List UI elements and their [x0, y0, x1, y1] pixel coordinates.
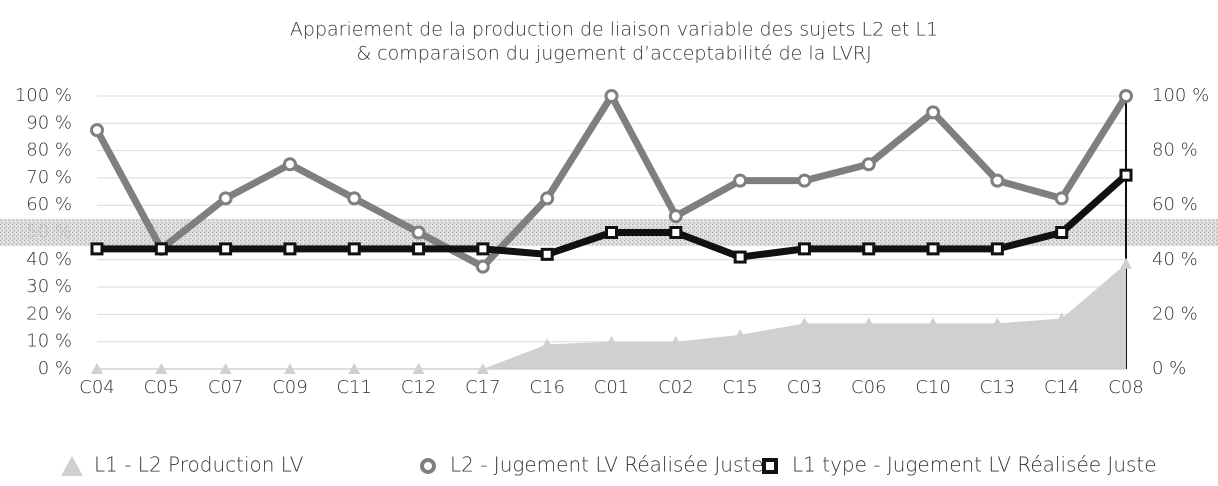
line-marker [862, 242, 876, 256]
line-marker [1055, 226, 1069, 239]
x-tick-label: C03 [787, 377, 822, 398]
x-tick-label: C17 [465, 377, 500, 398]
legend-icon [762, 458, 778, 474]
y-tick-label: 10 % [26, 331, 72, 352]
y-tick-label: 60 % [26, 194, 72, 215]
legend-label: L2 - Jugement LV Réalisée Juste [450, 453, 764, 477]
line-marker [90, 123, 104, 138]
y-tick-label: 70 % [26, 167, 72, 188]
area-marker [91, 363, 103, 374]
y-tick-label: 90 % [26, 112, 72, 133]
line-marker [990, 173, 1005, 188]
line-marker [1054, 191, 1069, 206]
line-marker [797, 242, 811, 256]
line-marker [90, 242, 104, 256]
area-marker [862, 317, 875, 329]
line-marker [219, 242, 233, 256]
y2-tick-label: 0 % [1152, 358, 1186, 379]
line-marker [1119, 89, 1133, 103]
line-marker [412, 242, 426, 256]
line-marker [283, 242, 297, 256]
line-marker [990, 242, 1004, 256]
x-tick-label: C12 [401, 377, 436, 398]
area-marker [219, 363, 232, 374]
line-marker [475, 259, 490, 274]
legend-icon [61, 456, 83, 476]
x-tick-label: C15 [722, 377, 757, 398]
line-marker [411, 225, 426, 240]
line-marker [476, 242, 490, 256]
line-marker [282, 157, 297, 172]
legend-label: L1 - L2 Production LV [94, 453, 304, 477]
y-tick-label: 80 % [26, 140, 72, 161]
line-marker [605, 226, 618, 239]
area-marker [476, 363, 489, 374]
y2-tick-label: 60 % [1152, 194, 1198, 215]
line-marker [347, 242, 361, 256]
area-marker [412, 363, 425, 374]
legend-icon [420, 458, 436, 474]
line-marker [861, 157, 876, 172]
area-marker [1055, 312, 1068, 324]
x-tick-label: C13 [980, 377, 1015, 398]
x-tick-label: C06 [851, 377, 886, 398]
line-marker [668, 209, 683, 224]
y-tick-label: 20 % [26, 303, 72, 324]
area-marker [541, 338, 554, 350]
line-marker [797, 173, 812, 188]
y2-tick-label: 100 % [1152, 85, 1209, 106]
x-tick-label: C08 [1108, 377, 1143, 398]
area-marker [798, 317, 811, 329]
x-tick-label: C01 [594, 377, 629, 398]
area-marker [283, 363, 296, 374]
area-marker [734, 328, 747, 340]
x-tick-label: C02 [658, 377, 693, 398]
area-marker [348, 363, 361, 374]
area-marker [669, 335, 682, 347]
chart-title: Appariement de la production de liaison … [290, 19, 938, 41]
line-marker [154, 242, 168, 256]
area [97, 263, 1126, 369]
x-tick-label: C09 [272, 377, 307, 398]
area-marker [927, 317, 940, 329]
line-marker [604, 89, 619, 103]
area-marker [605, 335, 618, 347]
line-marker [218, 191, 233, 206]
line-marker [347, 191, 362, 206]
y2-tick-label: 20 % [1152, 303, 1198, 324]
y-tick-label: 30 % [26, 276, 72, 297]
line-marker [733, 173, 748, 188]
line-marker [926, 105, 941, 120]
chart-subtitle: & comparaison du jugement d’acceptabilit… [356, 43, 871, 65]
x-tick-label: C10 [915, 377, 950, 398]
x-tick-label: C14 [1044, 377, 1079, 398]
line-marker [669, 226, 683, 239]
x-tick-label: C04 [79, 377, 114, 398]
legend-label: L1 type - Jugement LV Réalisée Juste [792, 453, 1157, 477]
line-marker [733, 250, 747, 264]
area-marker [155, 363, 168, 374]
y2-tick-label: 80 % [1152, 140, 1198, 161]
y-tick-label: 40 % [26, 249, 72, 270]
x-tick-label: C07 [208, 377, 243, 398]
area-marker [1120, 257, 1132, 269]
y-tick-label: 0 % [38, 358, 72, 379]
x-tick-label: C11 [337, 377, 372, 398]
x-tick-label: C16 [529, 377, 564, 398]
y-tick-label: 100 % [15, 85, 72, 106]
area-marker [991, 317, 1004, 329]
line-marker [1119, 168, 1133, 182]
y2-tick-label: 40 % [1152, 249, 1198, 270]
line-marker [540, 247, 554, 261]
line-marker [926, 242, 940, 256]
x-tick-label: C05 [144, 377, 179, 398]
line-marker [540, 191, 555, 206]
